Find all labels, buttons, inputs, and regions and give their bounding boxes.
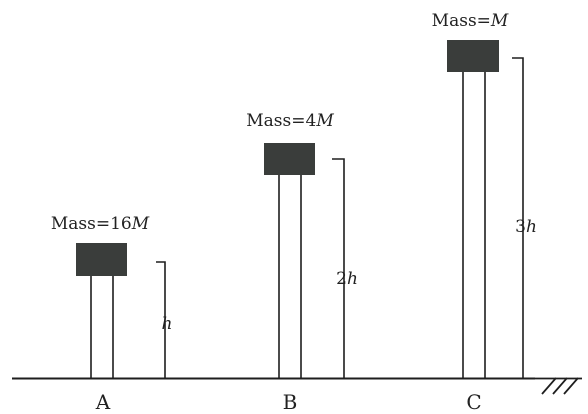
height-label-b: 2h — [336, 269, 358, 289]
object-b: Mass=4M 2h B — [246, 111, 358, 414]
base-label-b: B — [283, 390, 298, 414]
height-bracket-a — [156, 261, 166, 378]
mass-block-b — [264, 143, 315, 175]
height-bracket-b — [332, 158, 345, 378]
height-label-c: 3h — [515, 217, 537, 237]
mass-label-c: Mass=M — [432, 11, 509, 31]
ground-hatch-icon — [535, 377, 582, 395]
mass-block-a — [76, 243, 127, 276]
mass-label-a: Mass=16M — [51, 214, 150, 234]
base-label-a: A — [95, 390, 111, 414]
mass-block-c — [447, 40, 499, 72]
object-c: Mass=M 3h C — [432, 11, 537, 414]
height-label-a: h — [162, 314, 173, 334]
height-bracket-c — [512, 57, 524, 378]
mass-label-b: Mass=4M — [246, 111, 334, 131]
object-a: Mass=16M h A — [51, 214, 173, 414]
base-label-c: C — [466, 390, 481, 414]
